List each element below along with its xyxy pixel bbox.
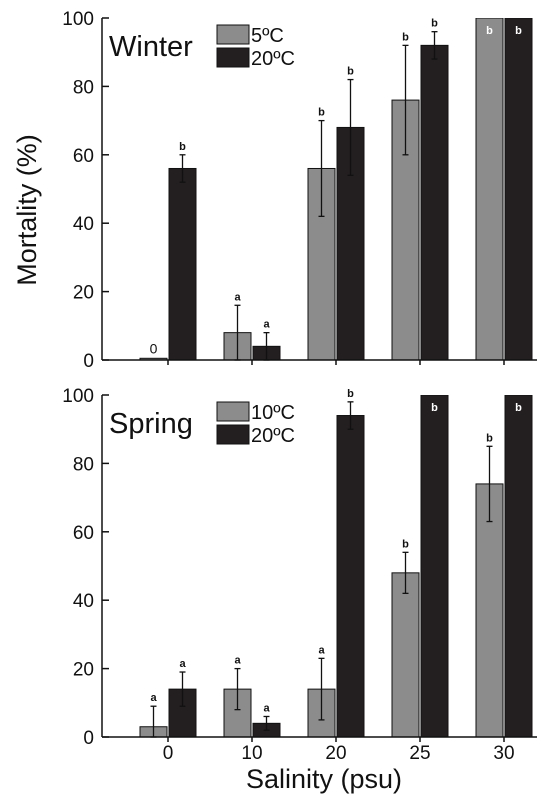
x-tick-label-10: 10 [241,743,262,764]
spring-sig-label-0-30: b [486,432,493,444]
spring-legend-label-1: 20ºC [251,425,295,447]
spring-bar-warm-25 [420,395,449,737]
winter-bar-cool-30 [475,18,504,360]
spring-sig-label-1-20: b [347,388,354,400]
spring-bar-warm-20 [336,415,365,737]
spring-legend-swatch-1 [216,424,250,445]
x-axis-title: Salinity (psu) [246,764,402,794]
spring-sig-label-1-0: a [179,658,186,670]
winter-bar-cool-0 [139,357,168,360]
x-tick-label-0: 0 [163,743,174,764]
winter-sig-label-1-0: b [179,141,186,153]
spring-bars [139,395,533,737]
winter-ytick-label-80: 80 [73,77,94,98]
spring-sig-label-1-30: b [515,402,522,414]
winter-sig-label-0-10: a [234,291,241,303]
x-tick-label-25: 25 [409,743,430,764]
spring-legend-label-0: 10ºC [251,402,295,424]
spring-sig-label-1-25: b [431,402,438,414]
winter-legend-label-1: 20ºC [251,48,295,70]
winter-sig-label-0-30: b [486,25,493,37]
winter-sig-label-1-30: b [515,25,522,37]
winter-sig-label-1-25: b [431,18,438,30]
y-axis-title: Mortality (%) [12,134,42,286]
winter-ytick-label-60: 60 [73,146,94,167]
winter-sig-label-1-20: b [347,66,354,78]
winter-sig-label-extra-0: b [318,107,325,119]
spring-bar-cool-25 [391,572,420,737]
winter-bar-warm-25 [420,44,449,360]
winter-bar-warm-0 [168,167,197,360]
winter-sig-label-extra-1: b [402,31,409,43]
winter-sig-label-1-10: a [263,319,270,331]
winter-bar-cool-25 [391,99,420,360]
winter-legend-swatch-0 [216,24,250,45]
spring-ytick-label-100: 100 [62,386,94,407]
spring-ytick-label-0: 0 [83,728,94,749]
spring-panel: a a a b b a a b b b 0 20 40 60 80 100 0 10 20 25 30 Spring 10º… [62,386,537,764]
winter-ytick-label-100: 100 [62,9,94,30]
winter-legend-swatch-1 [216,47,250,68]
spring-sig-label-1-10: a [263,702,270,714]
x-tick-label-30: 30 [493,743,514,764]
winter-bars [139,18,533,360]
spring-ytick-label-80: 80 [73,454,94,475]
spring-sig-label-0-10: a [234,655,241,667]
winter-ytick-label-40: 40 [73,214,94,235]
spring-sig-label-0-25: b [402,538,409,550]
spring-sig-label-0-0: a [150,692,157,704]
x-tick-label-20: 20 [325,743,346,764]
spring-bar-warm-30 [504,395,533,737]
spring-ytick-label-60: 60 [73,523,94,544]
winter-ytick-label-20: 20 [73,283,94,304]
spring-legend-swatch-0 [216,401,250,422]
winter-legend-label-0: 5ºC [251,25,284,47]
winter-sig-label-0-0: 0 [150,340,158,356]
winter-bar-warm-30 [504,18,533,360]
spring-sig-label-0-20: a [318,644,325,656]
winter-ytick-label-0: 0 [83,351,94,372]
winter-season-label: Winter [109,31,193,63]
spring-ytick-label-20: 20 [73,660,94,681]
spring-ytick-label-40: 40 [73,591,94,612]
spring-season-label: Spring [109,408,193,440]
